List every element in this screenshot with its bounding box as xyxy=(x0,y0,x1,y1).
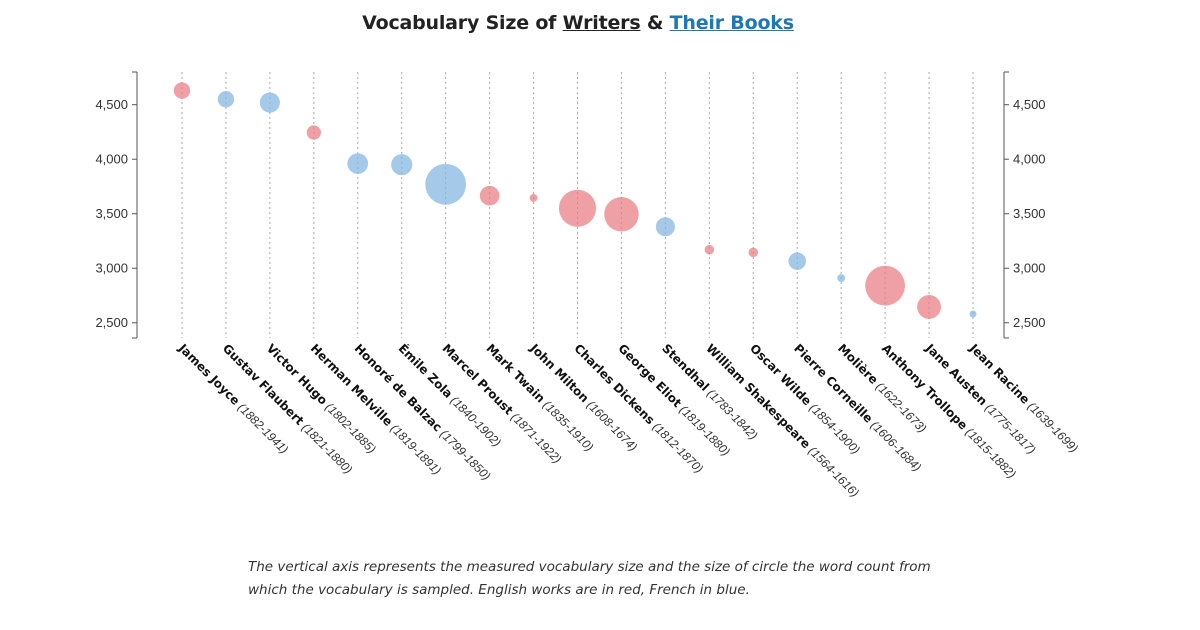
writers-link[interactable]: Writers xyxy=(562,12,641,34)
bubble-anthony-trollope[interactable] xyxy=(865,265,905,306)
bubble-oscar-wilde[interactable] xyxy=(748,247,759,258)
writer-name: Charles Dickens xyxy=(571,341,657,427)
bubble-mark-twain[interactable] xyxy=(479,185,500,206)
writer-labels: James Joyce (1882-1941)Gustav Flaubert (… xyxy=(175,341,1081,500)
bubble-herman-melville[interactable] xyxy=(306,125,321,140)
bubble-william-shakespeare[interactable] xyxy=(704,244,715,255)
bubble-george-eliot[interactable] xyxy=(604,197,639,232)
y-tick-label: 3,000 xyxy=(95,261,128,276)
title-ampersand: & xyxy=(640,12,670,34)
y-axis-left: 2,500 3,000 3,500 4,000 4,500 xyxy=(95,71,138,339)
bubble-james-joyce[interactable] xyxy=(173,82,191,99)
bubble-victor-hugo[interactable] xyxy=(259,92,280,113)
y-tick-label: 4,500 xyxy=(95,97,128,112)
bubble-marcel-proust[interactable] xyxy=(425,163,467,205)
writer-label: William Shakespeare (1564-1616) xyxy=(703,341,862,500)
chart-title: Vocabulary Size of Writers & Their Books xyxy=(0,12,1156,34)
bubbles xyxy=(173,82,977,319)
writer-name: Herman Melville xyxy=(308,341,396,429)
bubble-moli-re[interactable] xyxy=(837,274,846,283)
bubble-stendhal[interactable] xyxy=(655,217,675,237)
writer-name: Honoré de Balzac xyxy=(352,341,445,434)
bubble-jean-racine[interactable] xyxy=(969,310,977,318)
y-tick-label: 3,500 xyxy=(1013,206,1046,221)
y-tick-label: 2,500 xyxy=(95,315,128,330)
y-tick-label: 3,000 xyxy=(1013,261,1046,276)
writer-name: Anthony Trollope xyxy=(879,341,970,432)
bubble-jane-austen[interactable] xyxy=(917,295,941,319)
y-tick-label: 4,500 xyxy=(1013,97,1046,112)
chart-caption: The vertical axis represents the measure… xyxy=(248,559,931,598)
y-tick-label: 2,500 xyxy=(1013,315,1046,330)
y-tick-label: 3,500 xyxy=(95,206,128,221)
writer-name: Gustav Flaubert xyxy=(220,341,307,428)
bubble--mile-zola[interactable] xyxy=(391,154,413,176)
bubble-pierre-corneille[interactable] xyxy=(788,252,806,270)
y-tick-label: 4,000 xyxy=(95,152,128,167)
writer-name: Pierre Corneille xyxy=(791,341,875,425)
writer-name: Molière xyxy=(835,341,881,387)
their-books-link[interactable]: Their Books xyxy=(669,12,794,34)
y-tick-label: 4,000 xyxy=(1013,152,1046,167)
bubble-honor-de-balzac[interactable] xyxy=(347,153,369,174)
bubble-charles-dickens[interactable] xyxy=(558,189,597,227)
bubble-john-milton[interactable] xyxy=(529,193,538,202)
y-axis-right: 2,500 3,000 3,500 4,000 4,500 xyxy=(1003,71,1046,339)
title-prefix: Vocabulary Size of xyxy=(362,12,563,34)
bubble-gustav-flaubert[interactable] xyxy=(217,91,235,108)
